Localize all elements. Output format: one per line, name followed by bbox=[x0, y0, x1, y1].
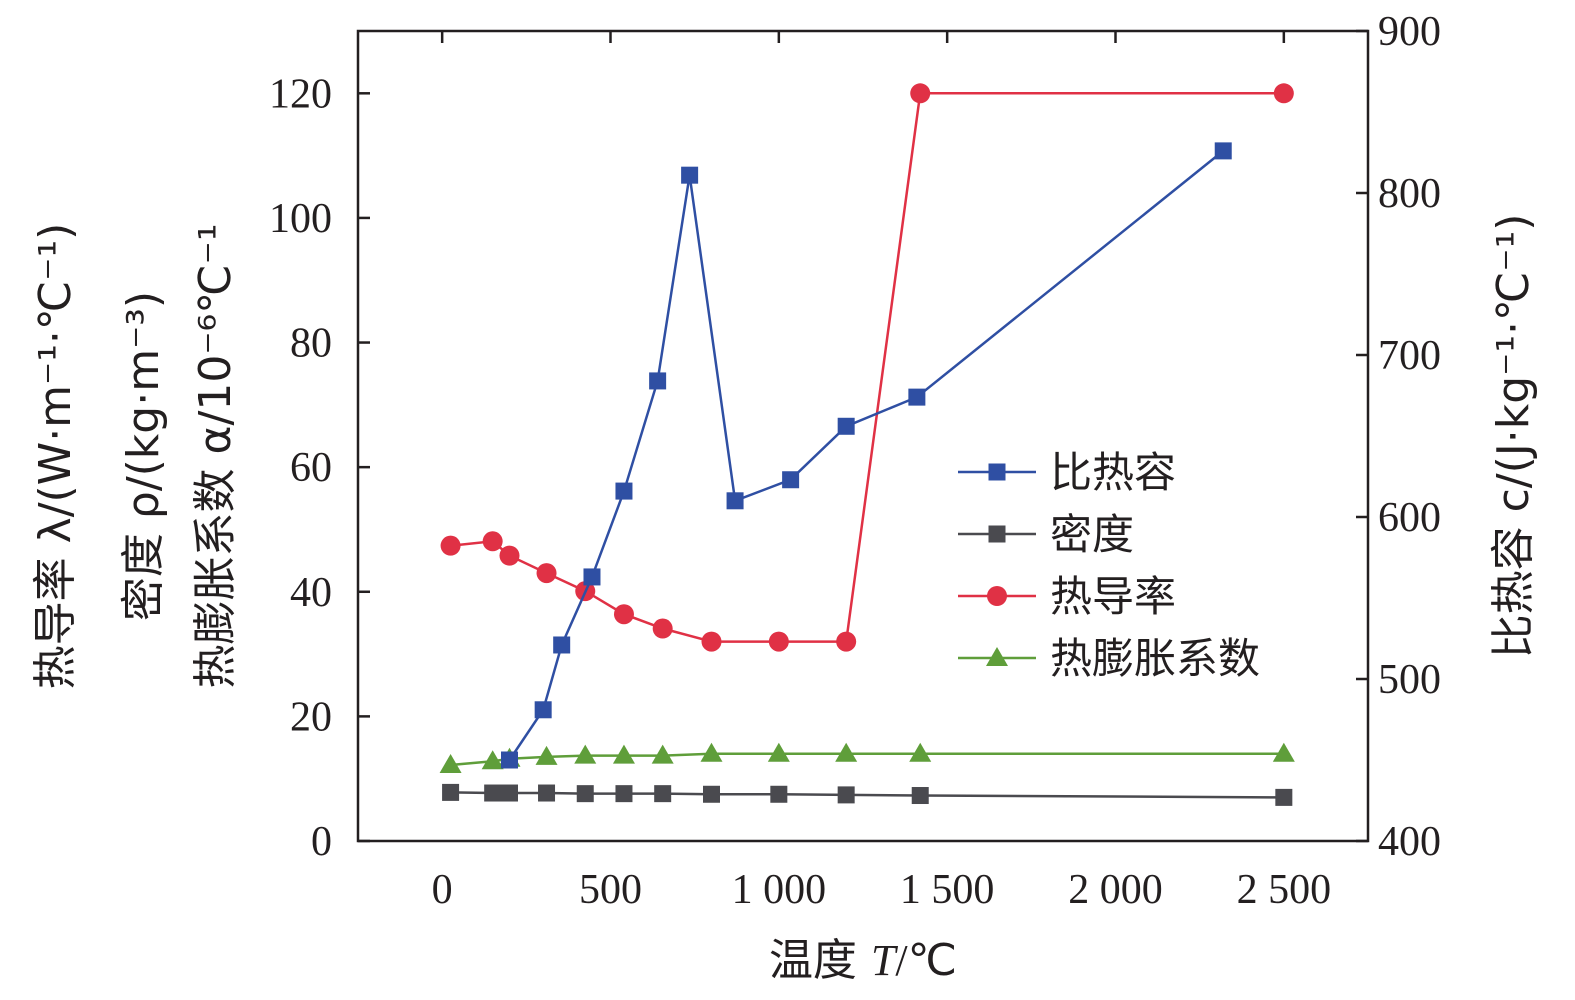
data-point bbox=[1214, 142, 1232, 160]
data-point bbox=[535, 745, 558, 765]
plot-frame bbox=[356, 29, 1370, 843]
x-tick-label: 0 bbox=[432, 867, 453, 913]
data-point bbox=[439, 753, 462, 773]
y-right-title: 比热容 c/(J·kg⁻¹·℃⁻¹) bbox=[1488, 214, 1539, 659]
series-circle-2 bbox=[440, 83, 1294, 652]
x-tick-label: 2 500 bbox=[1237, 867, 1332, 913]
y-left-tick-label: 40 bbox=[290, 570, 332, 616]
axis-ticks: 0 500 1 000 1 500 2 000 2 500 0 20 40 60 80 100 120 4… bbox=[269, 9, 1441, 913]
legend-marker bbox=[986, 647, 1008, 666]
data-point bbox=[726, 492, 744, 510]
data-point bbox=[442, 783, 460, 801]
y-left-tick-label: 60 bbox=[290, 445, 332, 491]
y-left-tick-label: 80 bbox=[290, 321, 332, 367]
data-point bbox=[1272, 742, 1295, 762]
data-point bbox=[1275, 788, 1293, 806]
series-line bbox=[450, 92, 1284, 643]
legend-label: 密度 bbox=[1050, 510, 1134, 559]
data-point bbox=[613, 604, 634, 625]
data-point bbox=[615, 482, 633, 500]
data-point bbox=[768, 631, 789, 652]
data-point bbox=[553, 636, 571, 654]
series-square-0 bbox=[501, 142, 1232, 769]
data-point bbox=[782, 471, 800, 489]
data-point bbox=[911, 787, 929, 805]
data-point bbox=[703, 785, 720, 803]
data-point bbox=[649, 372, 667, 390]
y-left-tick-label: 120 bbox=[269, 71, 332, 117]
legend-label: 比热容 bbox=[1050, 448, 1176, 497]
data-point bbox=[574, 744, 597, 764]
legend-marker bbox=[988, 463, 1006, 481]
data-point bbox=[499, 545, 520, 566]
data-point bbox=[501, 751, 518, 769]
y-left-tick-label: 0 bbox=[311, 819, 332, 865]
x-tick-label: 500 bbox=[579, 867, 642, 913]
series-line bbox=[450, 791, 1284, 799]
x-tick-label: 1 500 bbox=[900, 867, 995, 913]
y-left-title-line: 热膨胀系数 α/10⁻⁶℃⁻¹ bbox=[190, 224, 241, 689]
data-point bbox=[481, 750, 504, 770]
data-point bbox=[910, 83, 931, 104]
data-point bbox=[767, 742, 790, 762]
y-right-tick-label: 400 bbox=[1378, 819, 1441, 865]
y-left-tick-label: 20 bbox=[290, 694, 332, 740]
series-line bbox=[508, 149, 1224, 761]
series-square-1 bbox=[442, 783, 1293, 806]
data-point bbox=[837, 786, 855, 804]
data-point bbox=[654, 785, 672, 803]
axis-titles: 温度 T/℃ 热导率 λ/(W·m⁻¹·℃⁻¹) 密度 ρ/(kg·m⁻³) 热膨胀系… bbox=[30, 214, 1539, 986]
data-point bbox=[836, 631, 857, 652]
data-point bbox=[440, 535, 461, 556]
data-point bbox=[536, 563, 557, 584]
x-tick-label: 1 000 bbox=[732, 867, 827, 913]
legend-marker bbox=[988, 525, 1006, 543]
data-point bbox=[583, 568, 601, 586]
data-point bbox=[700, 742, 723, 762]
data-point bbox=[908, 388, 926, 406]
data-point bbox=[909, 742, 932, 762]
data-point bbox=[837, 417, 855, 435]
y-left-title-line: 密度 ρ/(kg·m⁻³) bbox=[118, 291, 169, 621]
data-point bbox=[482, 531, 503, 552]
y-right-tick-label: 700 bbox=[1378, 333, 1441, 379]
data-point bbox=[652, 618, 673, 639]
x-tick-label: 2 000 bbox=[1068, 867, 1163, 913]
legend-marker bbox=[987, 586, 1007, 606]
data-point bbox=[484, 784, 502, 802]
data-point bbox=[615, 785, 633, 803]
y-left-title-line: 热导率 λ/(W·m⁻¹·℃⁻¹) bbox=[30, 223, 81, 690]
data-point bbox=[501, 784, 518, 802]
data-point bbox=[1273, 83, 1294, 104]
series-triangle-3 bbox=[439, 742, 1295, 773]
legend-label: 热膨胀系数 bbox=[1050, 634, 1260, 683]
x-axis-title: 温度 T/℃ bbox=[769, 935, 957, 986]
data-point bbox=[651, 744, 674, 764]
y-right-tick-label: 500 bbox=[1378, 657, 1441, 703]
y-left-tick-label: 100 bbox=[269, 196, 332, 242]
data-point bbox=[770, 785, 788, 803]
y-right-tick-label: 600 bbox=[1378, 495, 1441, 541]
y-right-tick-label: 800 bbox=[1378, 171, 1441, 217]
legend-item: 密度 bbox=[958, 510, 1134, 559]
y-right-tick-label: 900 bbox=[1378, 9, 1441, 55]
data-point bbox=[681, 166, 699, 184]
series-layer bbox=[439, 83, 1295, 806]
data-point bbox=[612, 744, 635, 764]
legend-item: 热膨胀系数 bbox=[958, 634, 1260, 683]
legend-label: 热导率 bbox=[1050, 572, 1176, 621]
data-point bbox=[576, 785, 594, 803]
data-point bbox=[538, 784, 556, 802]
data-point bbox=[835, 742, 858, 762]
data-point bbox=[534, 701, 552, 719]
legend-item: 热导率 bbox=[958, 572, 1176, 621]
data-point bbox=[701, 631, 722, 652]
legend-item: 比热容 bbox=[958, 448, 1176, 497]
